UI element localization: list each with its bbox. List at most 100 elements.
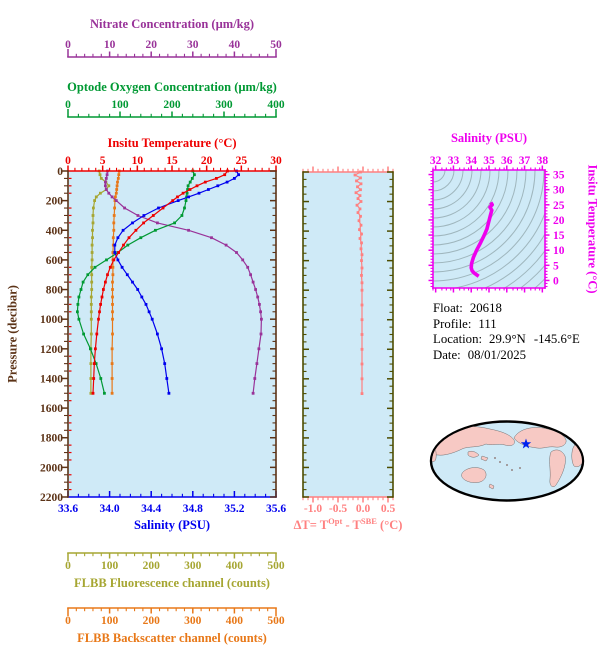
svg-text:40: 40 bbox=[229, 39, 241, 51]
location-longitude: -145.6°E bbox=[533, 332, 580, 346]
svg-text:20: 20 bbox=[201, 155, 213, 167]
fluorescence-axis: 0 100 200 300 400 500 bbox=[65, 552, 285, 572]
delta-t-axis-title: ΔT= TOpt - TSBE (°C) bbox=[294, 516, 403, 533]
svg-text:35.2: 35.2 bbox=[224, 503, 244, 515]
ts-axis-side: 0 5 10 15 20 25 30 35 bbox=[544, 169, 565, 289]
svg-text:500: 500 bbox=[267, 615, 285, 627]
dt-title-prefix: ΔT= T bbox=[293, 518, 329, 533]
svg-text:200: 200 bbox=[163, 99, 181, 111]
ts-temperature-axis-title: Insitu Temperature (°C) bbox=[585, 164, 600, 294]
svg-text:33: 33 bbox=[448, 155, 460, 167]
oxygen-axis: 0 100 200 300 400 bbox=[65, 99, 285, 118]
float-location-star bbox=[520, 438, 532, 449]
pressure-axis-right bbox=[270, 170, 277, 498]
profile-value: 111 bbox=[478, 316, 497, 331]
temperature-axis-title: Insitu Temperature (°C) bbox=[107, 136, 237, 150]
profile-line: Profile: 111 bbox=[433, 317, 580, 333]
profile-label: Profile: bbox=[433, 316, 472, 331]
svg-text:200: 200 bbox=[143, 615, 161, 627]
backscatter-axis: 0 100 200 300 400 500 bbox=[65, 607, 285, 627]
pressure-axis-left: 0 200 400 600 800 1000 1200 1400 1600 1800 2000 220… bbox=[40, 166, 72, 504]
svg-text:-1.0: -1.0 bbox=[304, 503, 322, 515]
svg-text:0.0: 0.0 bbox=[356, 503, 371, 515]
svg-text:20: 20 bbox=[553, 215, 565, 227]
svg-text:200: 200 bbox=[143, 560, 161, 572]
svg-text:-0.5: -0.5 bbox=[329, 503, 347, 515]
date-value: 08/01/2025 bbox=[467, 347, 527, 362]
svg-text:35: 35 bbox=[483, 155, 495, 167]
svg-text:5: 5 bbox=[553, 260, 559, 272]
svg-text:20: 20 bbox=[145, 39, 157, 51]
svg-text:0.5: 0.5 bbox=[381, 503, 396, 515]
delta-t-pressure-right bbox=[387, 171, 394, 498]
svg-text:1000: 1000 bbox=[40, 314, 63, 326]
svg-text:30: 30 bbox=[187, 39, 199, 51]
ts-salinity-axis-title: Salinity (PSU) bbox=[450, 131, 528, 145]
svg-text:0: 0 bbox=[553, 275, 559, 287]
float-metadata: Float: 20618 Profile: 111 Location: 29.9°N -… bbox=[433, 301, 580, 363]
oxygen-profile-curve bbox=[76, 169, 196, 395]
svg-text:1800: 1800 bbox=[40, 433, 63, 445]
svg-text:38: 38 bbox=[537, 155, 549, 167]
svg-text:34.4: 34.4 bbox=[141, 503, 161, 515]
svg-text:34: 34 bbox=[465, 155, 477, 167]
svg-text:300: 300 bbox=[215, 99, 233, 111]
ts-axis-bottom bbox=[432, 287, 546, 293]
svg-text:50: 50 bbox=[270, 39, 282, 51]
svg-text:0: 0 bbox=[65, 39, 71, 51]
nitrate-axis-title: Nitrate Concentration (µm/kg) bbox=[89, 17, 255, 31]
svg-text:200: 200 bbox=[46, 196, 64, 208]
svg-text:37: 37 bbox=[519, 155, 531, 167]
svg-text:34.0: 34.0 bbox=[100, 503, 120, 515]
salinity-axis-title: Salinity (PSU) bbox=[133, 518, 211, 532]
svg-text:1200: 1200 bbox=[40, 344, 63, 356]
svg-text:15: 15 bbox=[166, 155, 178, 167]
svg-text:0: 0 bbox=[57, 166, 63, 178]
svg-text:300: 300 bbox=[184, 560, 202, 572]
float-id-line: Float: 20618 bbox=[433, 301, 580, 317]
svg-text:35.6: 35.6 bbox=[266, 503, 286, 515]
svg-text:2000: 2000 bbox=[40, 462, 63, 474]
svg-text:500: 500 bbox=[267, 560, 285, 572]
backscatter-profile-curve bbox=[110, 169, 121, 395]
temperature-profile-curve bbox=[91, 169, 229, 395]
svg-text:34.8: 34.8 bbox=[183, 503, 203, 515]
svg-text:30: 30 bbox=[270, 155, 282, 167]
date-line: Date: 08/01/2025 bbox=[433, 348, 580, 364]
delta-t-panel: -1.0 -0.5 0.0 0.5 bbox=[302, 166, 396, 515]
svg-text:0: 0 bbox=[65, 155, 71, 167]
svg-text:100: 100 bbox=[101, 560, 119, 572]
temperature-axis: 0 5 10 15 20 25 30 bbox=[65, 155, 282, 172]
svg-text:25: 25 bbox=[236, 155, 248, 167]
svg-text:10: 10 bbox=[132, 155, 144, 167]
svg-text:1400: 1400 bbox=[40, 373, 63, 385]
ts-axis-top: 32 33 34 35 36 37 38 bbox=[430, 155, 549, 171]
svg-text:400: 400 bbox=[267, 99, 285, 111]
oxygen-axis-title: Optode Oxygen Concentration (µm/kg) bbox=[67, 80, 277, 94]
svg-text:10: 10 bbox=[104, 39, 116, 51]
delta-t-curve bbox=[353, 170, 364, 395]
svg-text:15: 15 bbox=[553, 230, 565, 242]
svg-text:35: 35 bbox=[553, 170, 565, 182]
svg-text:400: 400 bbox=[46, 225, 64, 237]
delta-t-pressure-left bbox=[302, 171, 309, 498]
ts-axis-side bbox=[428, 169, 434, 289]
svg-text:100: 100 bbox=[111, 99, 129, 111]
ts-curve bbox=[469, 201, 495, 278]
pressure-axis-title: Pressure (decibar) bbox=[5, 285, 20, 383]
dt-title-suffix: (°C) bbox=[376, 518, 403, 533]
svg-text:800: 800 bbox=[46, 285, 64, 297]
svg-text:0: 0 bbox=[65, 615, 71, 627]
svg-text:600: 600 bbox=[46, 255, 64, 267]
dt-title-sup-opt: Opt bbox=[328, 516, 343, 526]
svg-text:0: 0 bbox=[65, 99, 71, 111]
dt-title-sup-sbe: SBE bbox=[360, 516, 377, 526]
svg-text:400: 400 bbox=[226, 560, 244, 572]
svg-text:30: 30 bbox=[553, 185, 565, 197]
svg-text:10: 10 bbox=[553, 245, 565, 257]
date-label: Date: bbox=[433, 347, 461, 362]
location-latitude: 29.9°N bbox=[489, 332, 526, 346]
